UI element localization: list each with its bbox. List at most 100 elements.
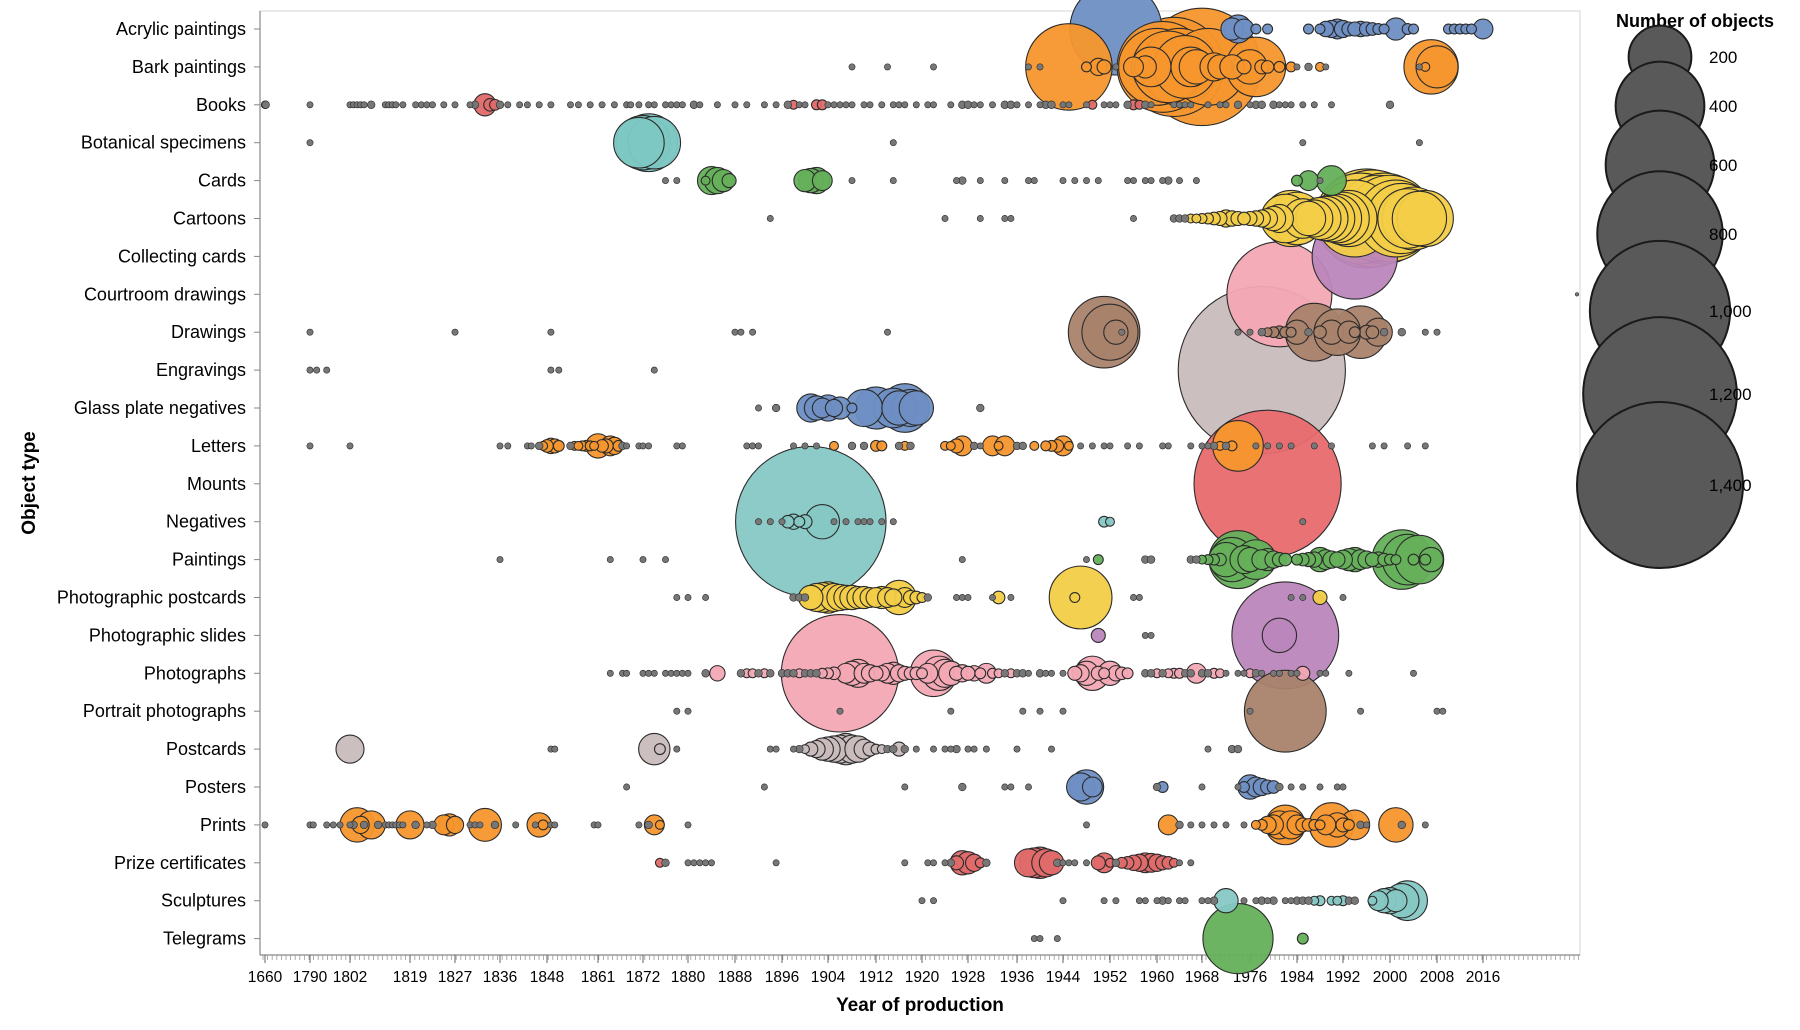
legend-label: 400 bbox=[1709, 97, 1737, 116]
bubble bbox=[1059, 859, 1067, 867]
bubble bbox=[964, 594, 972, 601]
bubble bbox=[1112, 63, 1120, 71]
bubble bbox=[901, 101, 909, 109]
bubble bbox=[535, 101, 543, 109]
y-tick-label: Sculptures bbox=[161, 891, 246, 911]
bubble bbox=[392, 101, 400, 109]
bubble bbox=[1287, 783, 1295, 791]
bubble bbox=[1221, 441, 1231, 451]
bubble bbox=[813, 442, 820, 450]
bubble bbox=[1410, 669, 1417, 677]
bubble bbox=[848, 101, 856, 109]
bubble bbox=[1407, 23, 1420, 35]
bubble bbox=[1233, 744, 1243, 754]
y-tick-label: Engravings bbox=[156, 360, 246, 380]
bubble bbox=[1465, 23, 1478, 35]
bubble bbox=[661, 858, 670, 867]
bubble bbox=[736, 669, 746, 678]
bubble bbox=[1030, 177, 1038, 185]
bubble bbox=[329, 821, 337, 829]
bubble bbox=[1100, 897, 1108, 905]
bubble bbox=[309, 821, 317, 829]
bubble bbox=[743, 101, 751, 109]
x-tick-label: 1790 bbox=[293, 969, 328, 986]
bubble bbox=[1339, 783, 1347, 791]
bubble bbox=[778, 518, 786, 526]
bubble bbox=[766, 745, 774, 753]
bubble bbox=[1176, 859, 1183, 867]
x-tick-label: 1848 bbox=[530, 969, 564, 986]
bubble bbox=[336, 821, 344, 829]
y-tick-label: Prize certificates bbox=[114, 853, 246, 873]
bubble bbox=[623, 669, 631, 677]
bubble bbox=[1059, 101, 1067, 109]
bubble bbox=[1299, 594, 1307, 601]
bubble bbox=[1250, 819, 1261, 830]
bubble bbox=[801, 101, 809, 109]
bubble bbox=[1421, 328, 1429, 336]
bubble bbox=[1287, 442, 1295, 450]
bubble bbox=[895, 101, 903, 109]
bubble bbox=[1328, 101, 1335, 109]
bubble bbox=[811, 170, 833, 192]
bubble bbox=[313, 366, 321, 374]
bubble bbox=[924, 101, 932, 109]
bubble bbox=[1202, 902, 1274, 975]
bubble bbox=[535, 441, 544, 451]
y-tick-label: Botanical specimens bbox=[81, 133, 246, 153]
x-tick-label: 2008 bbox=[1420, 969, 1454, 986]
bubble bbox=[772, 745, 780, 753]
bubble bbox=[1147, 101, 1155, 109]
bubble bbox=[1147, 177, 1155, 185]
bubble bbox=[1270, 669, 1277, 677]
bubble bbox=[1397, 820, 1406, 830]
bubble bbox=[1342, 818, 1355, 831]
bubble bbox=[976, 177, 984, 185]
bubble bbox=[527, 442, 535, 450]
bubble bbox=[878, 101, 886, 109]
bubble bbox=[1036, 63, 1044, 71]
bubble bbox=[1378, 23, 1390, 35]
y-tick-label: Drawings bbox=[171, 322, 246, 342]
bubble bbox=[1281, 101, 1289, 109]
bubble bbox=[1175, 820, 1184, 830]
bubble bbox=[1001, 177, 1009, 185]
bubble bbox=[1314, 23, 1326, 35]
bubble bbox=[1071, 859, 1079, 867]
bubble bbox=[713, 101, 721, 109]
bubble bbox=[1293, 63, 1301, 71]
bubble bbox=[945, 440, 956, 451]
bubble bbox=[702, 859, 710, 867]
bubble bbox=[650, 101, 658, 109]
bubble bbox=[1103, 319, 1129, 345]
bubble bbox=[1013, 101, 1021, 109]
bubble bbox=[1379, 328, 1389, 337]
y-tick-label: Telegrams bbox=[163, 929, 246, 949]
bubble bbox=[772, 859, 780, 867]
x-tick-label: 1936 bbox=[1000, 969, 1034, 986]
bubble bbox=[989, 101, 996, 109]
bubble bbox=[445, 815, 465, 835]
bubble bbox=[1111, 858, 1121, 867]
bubble bbox=[1240, 669, 1248, 677]
bubble bbox=[1187, 442, 1195, 450]
bubble bbox=[1233, 100, 1243, 109]
bubble bbox=[645, 442, 653, 450]
bubble bbox=[1146, 669, 1156, 678]
bubble bbox=[912, 745, 920, 753]
bubble bbox=[930, 63, 937, 71]
y-tick-label: Cards bbox=[198, 171, 246, 191]
bubble bbox=[1222, 821, 1230, 829]
bubble bbox=[1290, 200, 1327, 237]
bubble bbox=[1059, 707, 1067, 715]
bubble bbox=[1198, 897, 1206, 905]
bubble bbox=[573, 440, 584, 451]
bubble bbox=[924, 859, 932, 867]
bubble bbox=[1415, 139, 1423, 147]
bubble bbox=[1421, 821, 1429, 829]
bubble bbox=[1121, 667, 1134, 680]
y-tick-label: Paintings bbox=[172, 550, 246, 570]
bubble bbox=[1192, 555, 1201, 564]
bubble bbox=[1385, 100, 1395, 109]
bubble bbox=[1240, 821, 1248, 829]
